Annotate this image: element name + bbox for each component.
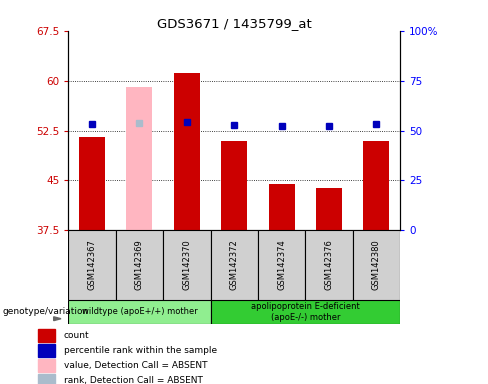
Bar <box>38 359 55 372</box>
Text: genotype/variation: genotype/variation <box>2 307 89 316</box>
Bar <box>305 230 353 300</box>
Title: GDS3671 / 1435799_at: GDS3671 / 1435799_at <box>157 17 312 30</box>
Bar <box>79 137 105 230</box>
Bar <box>364 141 389 230</box>
Polygon shape <box>54 317 61 321</box>
Text: GSM142372: GSM142372 <box>230 240 239 290</box>
Bar <box>174 73 200 230</box>
Text: value, Detection Call = ABSENT: value, Detection Call = ABSENT <box>64 361 207 370</box>
Bar <box>353 230 400 300</box>
Bar <box>38 329 55 343</box>
Bar <box>68 300 210 324</box>
Bar <box>68 230 116 300</box>
Text: GSM142369: GSM142369 <box>135 240 144 290</box>
Text: GSM142380: GSM142380 <box>372 240 381 290</box>
Bar <box>221 141 247 230</box>
Bar <box>38 374 55 384</box>
Text: GSM142374: GSM142374 <box>277 240 286 290</box>
Bar <box>126 87 152 230</box>
Bar <box>258 230 305 300</box>
Text: GSM142370: GSM142370 <box>183 240 191 290</box>
Text: wildtype (apoE+/+) mother: wildtype (apoE+/+) mother <box>81 308 197 316</box>
Bar <box>316 189 342 230</box>
Bar <box>116 230 163 300</box>
Text: count: count <box>64 331 90 340</box>
Bar <box>210 230 258 300</box>
Text: apolipoprotein E-deficient
(apoE-/-) mother: apolipoprotein E-deficient (apoE-/-) mot… <box>251 302 360 322</box>
Bar <box>268 184 295 230</box>
Text: rank, Detection Call = ABSENT: rank, Detection Call = ABSENT <box>64 376 203 384</box>
Text: percentile rank within the sample: percentile rank within the sample <box>64 346 217 355</box>
Bar <box>163 230 210 300</box>
Bar <box>210 300 400 324</box>
Text: GSM142376: GSM142376 <box>325 240 334 290</box>
Bar <box>38 344 55 357</box>
Text: GSM142367: GSM142367 <box>87 240 97 290</box>
